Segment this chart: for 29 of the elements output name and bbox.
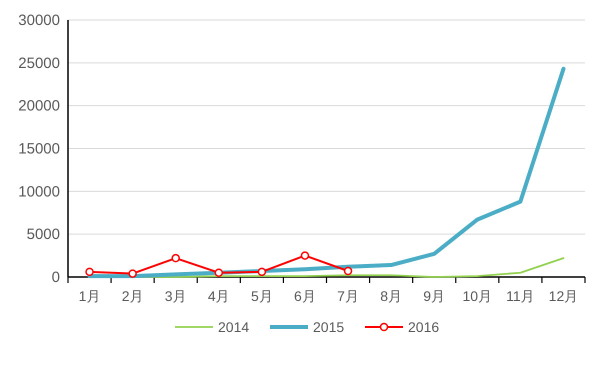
- legend-label: 2016: [408, 319, 440, 335]
- x-tick-label: 6月: [294, 288, 316, 304]
- x-tick-label: 2月: [122, 288, 144, 304]
- x-tick-label: 7月: [337, 288, 359, 304]
- point: [300, 251, 310, 260]
- y-tick-label: 25000: [18, 54, 60, 72]
- point: [85, 268, 94, 276]
- x-tick-label: 1月: [78, 288, 100, 304]
- legend-label: 2014: [218, 319, 250, 335]
- x-tick-label: 3月: [164, 288, 187, 304]
- y-tick-label: 10000: [18, 183, 60, 200]
- point: [258, 268, 266, 276]
- y-tick-label: 20000: [18, 98, 60, 115]
- x-tick-label: 12月: [548, 288, 578, 304]
- point: [214, 268, 224, 277]
- y-tick-label: 15000: [18, 140, 60, 158]
- x-tick-label: 11月: [506, 288, 535, 304]
- y-tick-label: 0: [52, 269, 60, 286]
- legend-label: 2015: [313, 319, 344, 335]
- x-tick-label: 9月: [423, 288, 446, 304]
- x-tick-label: 8月: [380, 288, 402, 304]
- point: [344, 266, 352, 276]
- point: [128, 269, 137, 278]
- x-tick-label: 5月: [250, 288, 273, 304]
- point: [171, 254, 180, 262]
- x-tick-label: 4月: [208, 288, 230, 304]
- y-tick-label: 30000: [18, 12, 60, 29]
- x-tick-label: 10月: [462, 288, 492, 304]
- y-tick-label: 5000: [26, 226, 60, 244]
